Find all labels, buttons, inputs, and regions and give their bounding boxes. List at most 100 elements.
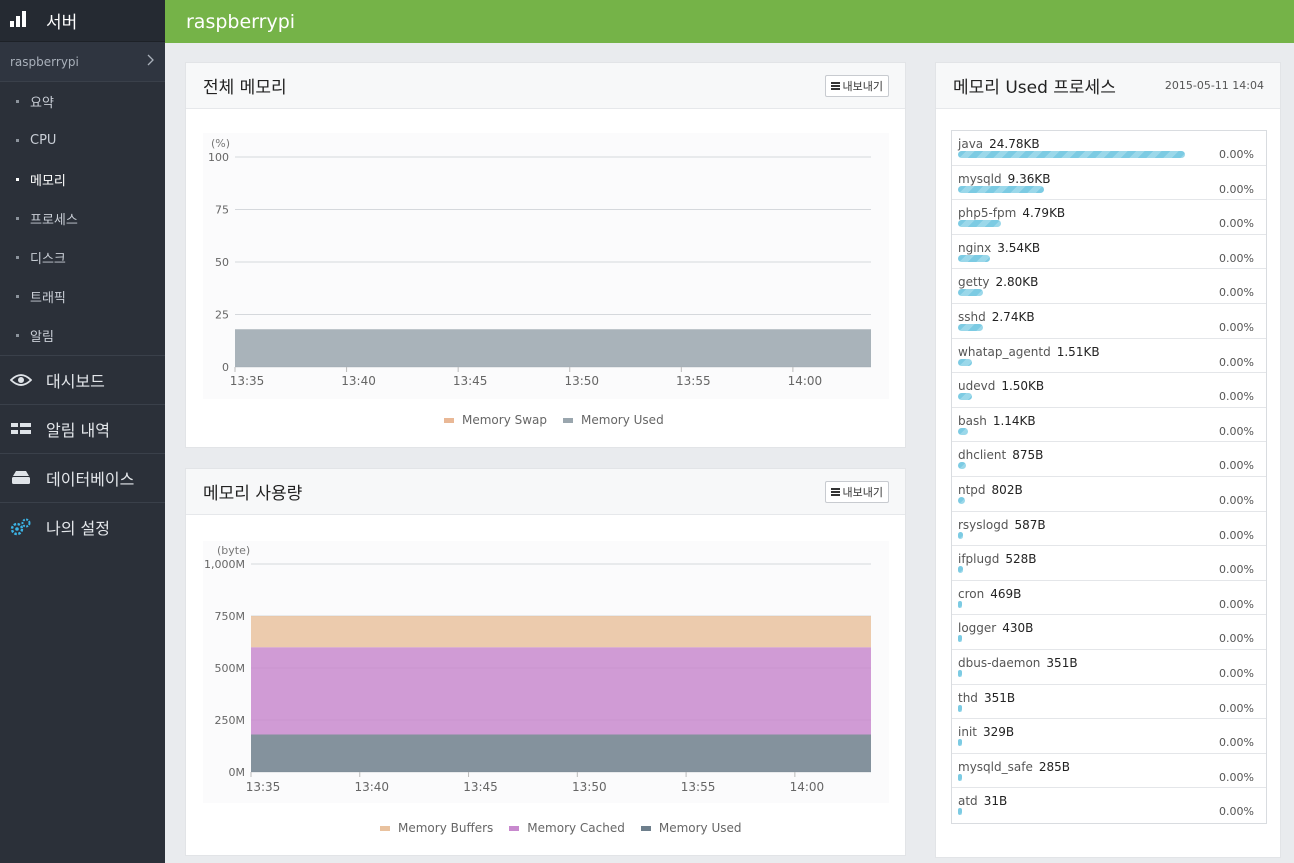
process-percent: 0.00% [1219,390,1254,404]
legend-swatch [380,825,390,831]
process-size: 31B [983,794,1008,809]
process-size: 2.80KB [995,275,1039,290]
legend-label: Memory Swap [462,413,548,427]
process-row: getty 2.80KB 0.00% [952,269,1266,304]
process-bar [958,393,972,401]
x-tick-label: 13:40 [341,374,376,388]
menu-icon [830,487,840,496]
area-memory-used [251,734,871,772]
eye-icon [10,371,32,389]
process-bar [958,600,962,608]
sidebar-subitem-label: 알림 [30,330,54,345]
export-button[interactable]: 내보내기 [824,74,889,97]
process-size: 9.36KB [1007,171,1051,186]
sidebar-main-item[interactable]: 나의 설정 [0,502,165,551]
chart-legend: Memory Buffers Memory Cached Memory Used [380,821,742,835]
page-title: raspberrypi [186,10,296,33]
process-bar [958,323,983,331]
legend-item[interactable]: Memory Swap [444,413,547,427]
legend-item[interactable]: Memory Used [640,821,742,835]
process-bar [958,185,1044,193]
bullet-icon [16,217,19,220]
sidebar-subitem[interactable]: 트래픽 [0,277,165,316]
sidebar-main-item[interactable]: 데이터베이스 [0,453,165,502]
process-row: thd 351B 0.00% [952,685,1266,720]
x-tick-label: 14:00 [790,780,825,794]
legend-item[interactable]: Memory Cached [509,821,625,835]
process-row: sshd 2.74KB 0.00% [952,304,1266,339]
sidebar-subitem[interactable]: 프로세스 [0,199,165,238]
area-memory-buffers [251,616,871,648]
x-tick-label: 14:00 [788,374,823,388]
process-row: rsyslogd 587B 0.00% [952,512,1266,547]
process-name: init [958,725,977,740]
process-name: cron [958,586,985,601]
process-size: 430B [1002,621,1034,636]
sidebar-subitem[interactable]: 알림 [0,316,165,355]
sidebar-subitem[interactable]: 디스크 [0,238,165,277]
process-bar [958,220,1001,228]
sidebar-main-item-label: 대시보드 [46,372,105,391]
process-name: dbus-daemon [958,655,1041,670]
sidebar-subitem[interactable]: CPU [0,121,165,160]
legend-label: Memory Buffers [398,821,494,835]
process-size: 329B [982,725,1015,740]
y-tick-label: 0M [229,766,246,779]
sidebar-subitem[interactable]: 메모리 [0,160,165,199]
process-name: mysqld [958,171,1002,186]
process-percent: 0.00% [1219,666,1254,680]
process-bar [958,531,963,539]
area-memory-used [235,329,871,367]
x-tick-label: 13:55 [681,780,716,794]
process-row: java 24.78KB 0.00% [952,131,1266,166]
process-row: bash 1.14KB 0.00% [952,408,1266,443]
server-selector[interactable]: raspberrypi [0,42,165,82]
process-name: mysqld_safe [958,759,1033,774]
process-size: 802B [991,482,1023,497]
y-unit-label: (byte) [217,544,250,557]
process-row: whatap_agentd 1.51KB 0.00% [952,339,1266,374]
process-size: 587B [1014,517,1046,532]
process-percent: 0.00% [1219,286,1254,300]
sidebar-header[interactable]: 서버 [0,0,165,42]
process-row: dbus-daemon 351B 0.00% [952,650,1266,685]
legend-swatch [444,417,454,423]
gears-icon [10,518,32,536]
legend-swatch [640,825,651,831]
process-percent: 0.00% [1219,493,1254,507]
y-tick-label: 500M [215,662,246,675]
process-row: dhclient 875B 0.00% [952,442,1266,477]
process-name: sshd [958,309,986,324]
legend-item[interactable]: Memory Buffers [380,821,493,835]
process-row: mysqld 9.36KB 0.00% [952,166,1266,201]
sidebar-main-item[interactable]: 알림 내역 [0,404,165,453]
export-label: 내보내기 [842,485,883,499]
bullet-icon [16,334,19,337]
export-button[interactable]: 내보내기 [824,480,889,503]
process-name: logger [958,621,997,636]
process-name: dhclient [958,448,1007,463]
list-icon [10,420,32,438]
process-size: 285B [1038,759,1070,774]
process-row: init 329B 0.00% [952,719,1266,754]
y-tick-label: 50 [215,256,229,269]
legend-label: Memory Cached [527,821,625,835]
process-bar [958,289,983,297]
process-size: 875B [1012,448,1044,463]
process-size: 351B [983,690,1016,705]
process-name: rsyslogd [958,517,1009,532]
sidebar-subitem[interactable]: 요약 [0,82,165,121]
y-unit-label: (%) [211,137,230,150]
panel-title: 전체 메모리 [203,78,287,98]
process-percent: 0.00% [1219,632,1254,646]
legend-item[interactable]: Memory Used [563,413,664,427]
process-name: whatap_agentd [958,344,1051,359]
menu-icon [830,81,840,90]
process-bar [958,358,972,366]
process-percent: 0.00% [1219,355,1254,369]
sidebar-main-item[interactable]: 대시보드 [0,355,165,404]
topbar: raspberrypi [165,0,1294,43]
process-size: 24.78KB [989,137,1040,151]
x-tick-label: 13:40 [354,780,389,794]
